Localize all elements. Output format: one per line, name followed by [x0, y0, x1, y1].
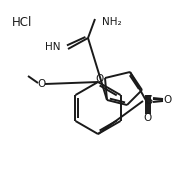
- Text: O: O: [38, 79, 46, 89]
- Text: O: O: [144, 113, 152, 123]
- Text: O: O: [163, 95, 171, 105]
- Text: HCl: HCl: [12, 15, 32, 28]
- Text: S: S: [144, 93, 152, 107]
- Text: O: O: [96, 74, 104, 84]
- Text: NH₂: NH₂: [102, 17, 122, 27]
- Text: HN: HN: [45, 42, 60, 52]
